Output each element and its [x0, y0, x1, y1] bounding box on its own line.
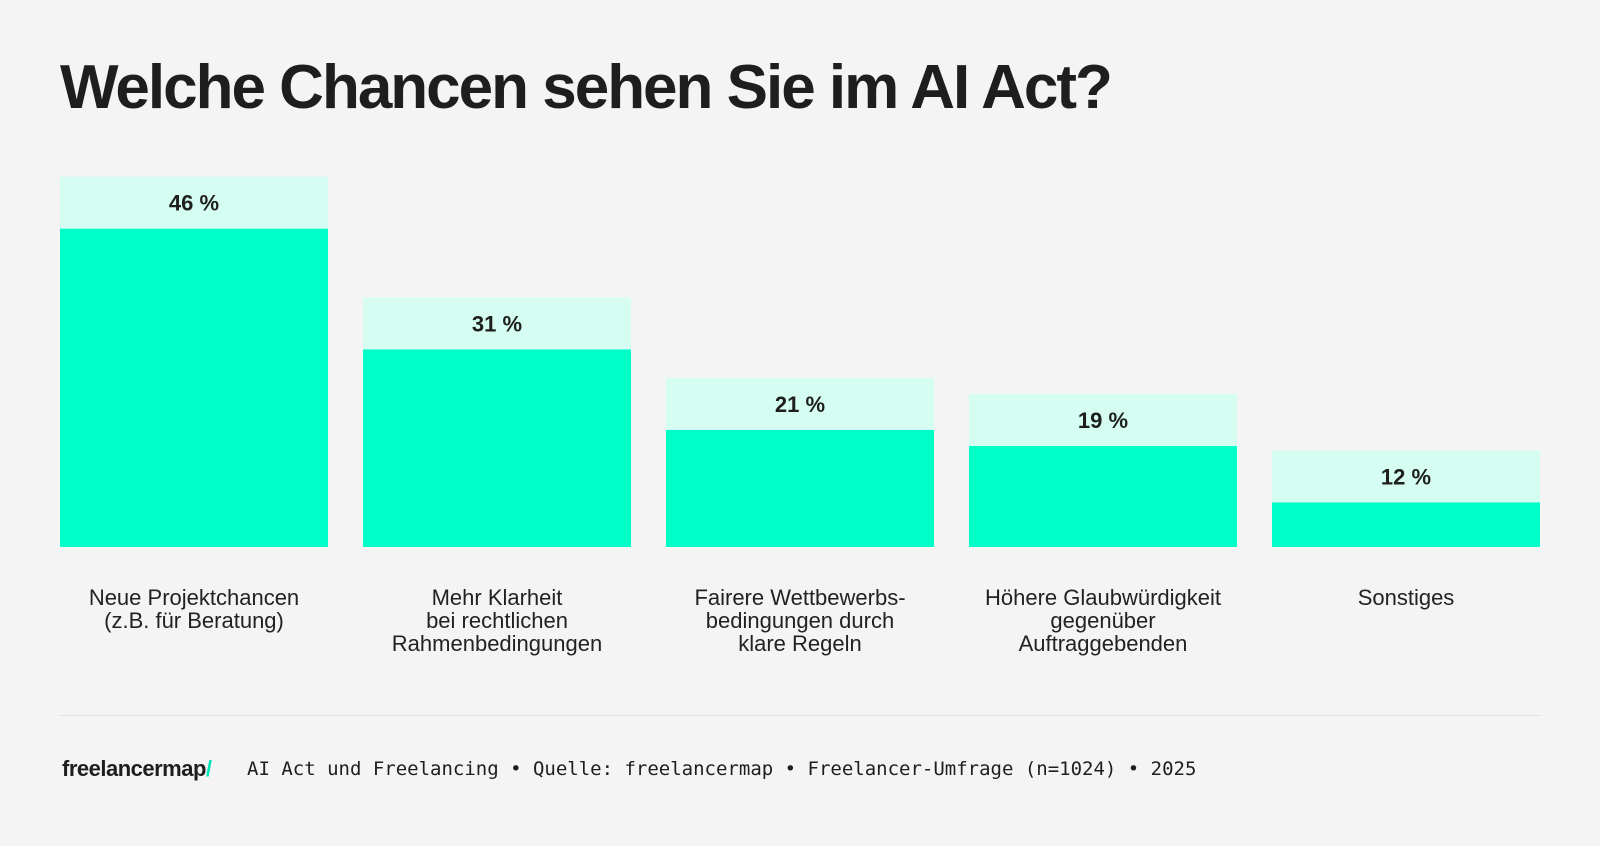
bar-label-box [363, 297, 631, 350]
category-label: Sonstiges [1357, 585, 1455, 610]
data-label: 31 % [472, 311, 522, 336]
divider [60, 715, 1540, 716]
bar [1272, 502, 1540, 547]
bar-label-box [969, 394, 1237, 447]
freelancermap-logo: freelancermap/ [62, 756, 212, 782]
bar-label-box [666, 377, 934, 430]
chart-title: Welche Chancen sehen Sie im AI Act? [60, 53, 1113, 122]
logo-slash: / [205, 756, 212, 781]
data-label: 12 % [1381, 464, 1431, 489]
bar [666, 429, 934, 547]
bar-label-box [60, 176, 328, 229]
category-label: Höhere Glaubwürdigkeit gegenüber Auftrag… [984, 585, 1222, 656]
category-label: Fairere Wettbewerbs- bedingungen durch k… [694, 585, 906, 656]
data-label: 19 % [1078, 408, 1128, 433]
source-note: AI Act und Freelancing • Quelle: freelan… [247, 758, 1197, 780]
bar-label-box [1272, 450, 1540, 503]
data-label: 46 % [169, 191, 219, 216]
bar [969, 446, 1237, 547]
logo-text: freelancermap [62, 756, 206, 781]
data-label: 21 % [775, 392, 825, 417]
category-label: Neue Projektchancen (z.B. für Beratung) [88, 585, 300, 633]
bar [60, 228, 328, 547]
bar [363, 349, 631, 547]
category-label: Mehr Klarheit bei rechtlichen Rahmenbedi… [391, 585, 603, 656]
